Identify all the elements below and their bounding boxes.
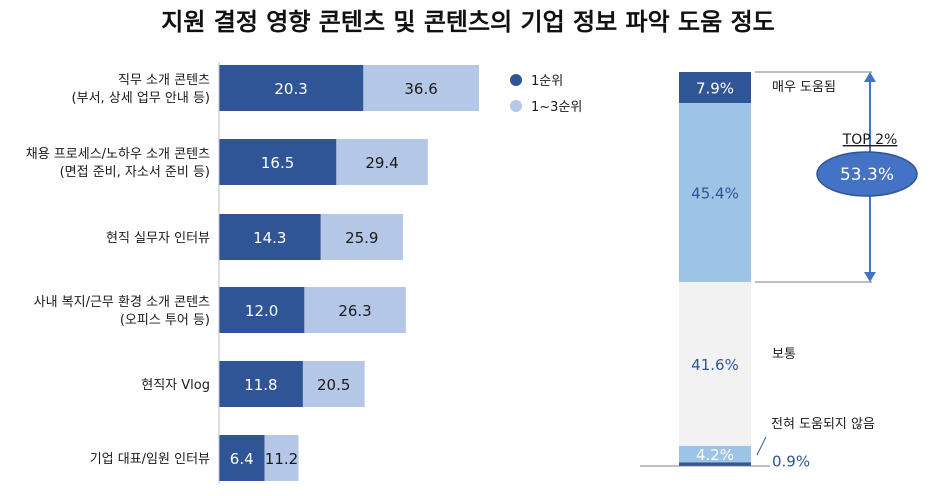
category-sublabel-3: (오피스 투어 등) <box>120 313 210 328</box>
top2-ellipse <box>816 151 918 197</box>
label-rank1-1: 16.5 <box>261 154 294 172</box>
top2-title: TOP 2% <box>842 132 898 148</box>
stack-label-2: 41.6% <box>691 356 739 374</box>
top2-value: 53.3% <box>840 165 894 185</box>
annotation-leader-line <box>756 436 767 456</box>
legend-marker-rank1 <box>510 74 522 86</box>
category-label-1: 채용 프로세스/노하우 소개 콘텐츠 <box>26 147 210 162</box>
top2-arrow-head-down <box>864 272 876 283</box>
annotation-neutral: 보통 <box>772 347 796 362</box>
bar-rank1-0 <box>219 65 364 111</box>
label-rank1-5: 6.4 <box>230 450 254 468</box>
legend-label-top3: 1~3순위 <box>531 100 582 115</box>
label-top3-4: 20.5 <box>317 376 350 394</box>
stack-segment-0 <box>679 72 751 104</box>
stack-label-1: 45.4% <box>691 185 739 203</box>
category-label-3: 사내 복지/근무 환경 소개 콘텐츠 <box>34 295 210 310</box>
stack-label-0: 7.9% <box>696 80 734 98</box>
stack-label-4: 0.9% <box>772 452 810 470</box>
legend-marker-top3 <box>510 100 522 112</box>
legend-label-rank1: 1순위 <box>531 74 563 89</box>
label-top3-0: 36.6 <box>404 80 437 98</box>
category-label-4: 현직자 Vlog <box>141 378 210 393</box>
label-top3-5: 11.2 <box>265 450 298 468</box>
category-sublabel-1: (면접 준비, 자소서 준비 등) <box>60 165 210 180</box>
chart-title: 지원 결정 영향 콘텐츠 및 콘텐츠의 기업 정보 파악 도움 정도 <box>161 8 774 36</box>
label-rank1-3: 12.0 <box>245 302 278 320</box>
bar-rank1-5 <box>219 435 265 481</box>
category-label-5: 기업 대표/임원 인터뷰 <box>90 452 210 467</box>
top2-arrow-head-up <box>864 72 876 82</box>
label-rank1-0: 20.3 <box>274 80 307 98</box>
bar-rank1-3 <box>219 287 305 333</box>
annotation-not-at-all: 전혀 도움되지 않음 <box>771 417 875 432</box>
stack-segment-2 <box>679 282 751 446</box>
annotation-very-helpful: 매우 도움됨 <box>772 80 836 95</box>
label-top3-3: 26.3 <box>338 302 371 320</box>
category-sublabel-0: (부서, 상세 업무 안내 등) <box>72 91 210 106</box>
legend: 1순위 1~3순위 <box>510 74 582 115</box>
label-rank1-2: 14.3 <box>253 229 286 247</box>
stack-segment-1 <box>679 103 751 283</box>
category-label-2: 현직 실무자 인터뷰 <box>106 231 210 246</box>
bar-rank1-2 <box>219 214 321 260</box>
left-bar-chart: 20.3 36.6 직무 소개 콘텐츠 (부서, 상세 업무 안내 등) 16.5 29.… <box>26 62 479 484</box>
stack-segment-3 <box>679 445 751 463</box>
category-label-0: 직무 소개 콘텐츠 <box>118 73 210 88</box>
stack-segment-4 <box>679 462 751 466</box>
bar-rank1-4 <box>219 361 303 407</box>
label-top3-2: 25.9 <box>345 229 378 247</box>
label-top3-1: 29.4 <box>365 154 398 172</box>
label-rank1-4: 11.8 <box>244 376 277 394</box>
bar-rank1-1 <box>219 139 337 185</box>
stack-label-3: 4.2% <box>696 446 734 464</box>
